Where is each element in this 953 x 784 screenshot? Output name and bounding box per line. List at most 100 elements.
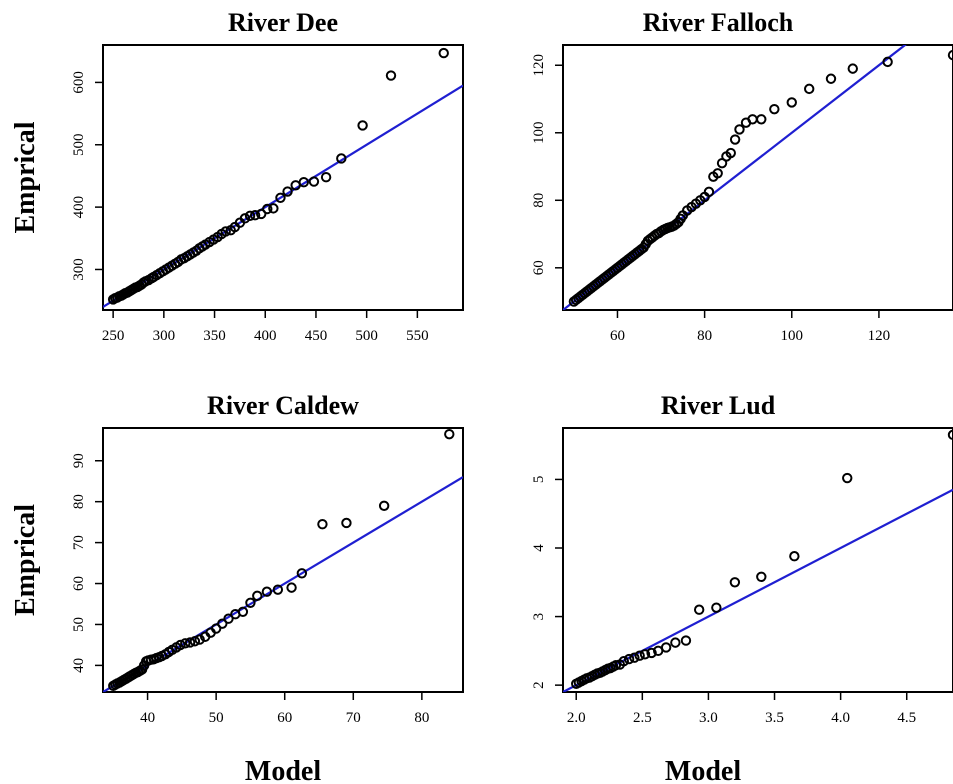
data-point <box>272 584 284 595</box>
data-point <box>184 637 196 648</box>
data-point <box>296 568 308 579</box>
panel-title: River Dee <box>228 8 338 37</box>
x-tick-label: 400 <box>254 328 277 344</box>
y-tick-label: 60 <box>71 576 87 591</box>
data-point <box>245 597 256 608</box>
plot-frame <box>562 427 953 693</box>
data-point <box>725 147 736 159</box>
y-axis-label: Emprical <box>10 121 41 233</box>
data-point <box>756 114 767 125</box>
points <box>108 428 455 692</box>
data-point <box>804 83 815 95</box>
x-tick-label: 70 <box>346 710 361 726</box>
y-tick-label: 5 <box>531 476 547 484</box>
data-point <box>220 226 231 237</box>
x-tick-label: 40 <box>140 710 155 726</box>
y-tick-label: 50 <box>71 617 87 632</box>
plot-frame <box>102 44 464 311</box>
y-tick-label: 80 <box>71 494 87 509</box>
data-point <box>223 613 234 624</box>
data-point <box>769 103 780 115</box>
data-point <box>729 134 741 145</box>
plot-frame <box>102 427 464 693</box>
y-tick-label: 40 <box>71 658 87 673</box>
x-tick-label: 80 <box>697 328 712 344</box>
y-tick-label: 70 <box>71 535 87 550</box>
data-point <box>255 208 267 220</box>
x-axis-label: Model <box>245 756 321 784</box>
data-point <box>842 472 853 484</box>
x-tick-label: 50 <box>209 710 224 726</box>
x-tick-label: 2.0 <box>567 710 586 726</box>
data-point <box>712 168 723 179</box>
panel-title: River Falloch <box>643 8 794 37</box>
data-point <box>438 47 449 59</box>
data-point <box>336 153 347 164</box>
panel-3: River Caldew Emprical Model 40 50 60 70 80 40 50 6… <box>10 391 464 784</box>
data-point <box>341 517 352 529</box>
data-point <box>286 582 297 593</box>
data-point <box>789 551 800 562</box>
points <box>568 49 953 307</box>
x-tick-label: 250 <box>102 328 125 344</box>
data-point <box>646 647 657 659</box>
data-point <box>320 171 332 183</box>
x-tick-label: 60 <box>610 328 625 344</box>
data-point <box>194 634 205 645</box>
data-point <box>249 210 261 221</box>
data-point <box>239 213 251 224</box>
x-tick-label: 120 <box>868 328 891 344</box>
data-point <box>610 660 622 671</box>
data-point <box>180 638 191 649</box>
data-point <box>639 649 651 660</box>
y-tick-label: 4 <box>531 544 547 552</box>
data-point <box>275 192 286 203</box>
y-tick-label: 120 <box>531 54 547 77</box>
data-point <box>268 203 279 214</box>
data-point <box>634 650 645 661</box>
y-tick-label: 300 <box>71 258 87 281</box>
panel-title: River Lud <box>661 391 776 420</box>
y-axis-label: Emprical <box>10 504 41 616</box>
y-tick-label: 400 <box>71 196 87 219</box>
data-point <box>262 203 273 215</box>
x-tick-label: 80 <box>414 710 429 726</box>
data-point <box>175 639 186 651</box>
data-point <box>882 56 893 68</box>
data-point <box>252 590 263 602</box>
data-point <box>308 176 320 187</box>
x-tick-label: 60 <box>277 710 292 726</box>
data-point <box>261 586 273 597</box>
data-point <box>693 604 705 615</box>
y-tick-label: 500 <box>71 134 87 157</box>
plot-frame <box>562 44 953 311</box>
data-point <box>618 655 630 667</box>
y-tick-label: 600 <box>71 71 87 94</box>
x-tick-label: 4.0 <box>831 710 850 726</box>
data-point <box>786 97 797 108</box>
x-tick-label: 350 <box>203 328 226 344</box>
x-tick-label: 100 <box>781 328 804 344</box>
y-tick-label: 90 <box>71 453 87 468</box>
data-point <box>729 577 741 588</box>
panel-4: River Lud Model 2.0 2.5 3.0 3.5 4.0 4.5 2 3 4 5 <box>531 391 953 784</box>
data-point <box>825 73 837 84</box>
data-point <box>711 602 722 613</box>
panel-title: River Caldew <box>207 391 359 420</box>
data-point <box>756 571 767 582</box>
x-tick-label: 550 <box>406 328 429 344</box>
x-tick-label: 300 <box>153 328 176 344</box>
x-axis-label: Model <box>665 756 741 784</box>
data-point <box>298 176 309 188</box>
data-point <box>670 637 681 648</box>
data-point <box>237 606 249 617</box>
data-point <box>189 636 201 647</box>
data-point <box>217 618 228 629</box>
data-point <box>629 652 640 663</box>
y-tick-label: 60 <box>531 260 547 275</box>
data-point <box>385 70 397 81</box>
y-tick-label: 3 <box>531 613 547 621</box>
x-tick-label: 3.5 <box>765 710 784 726</box>
data-point <box>660 642 672 653</box>
